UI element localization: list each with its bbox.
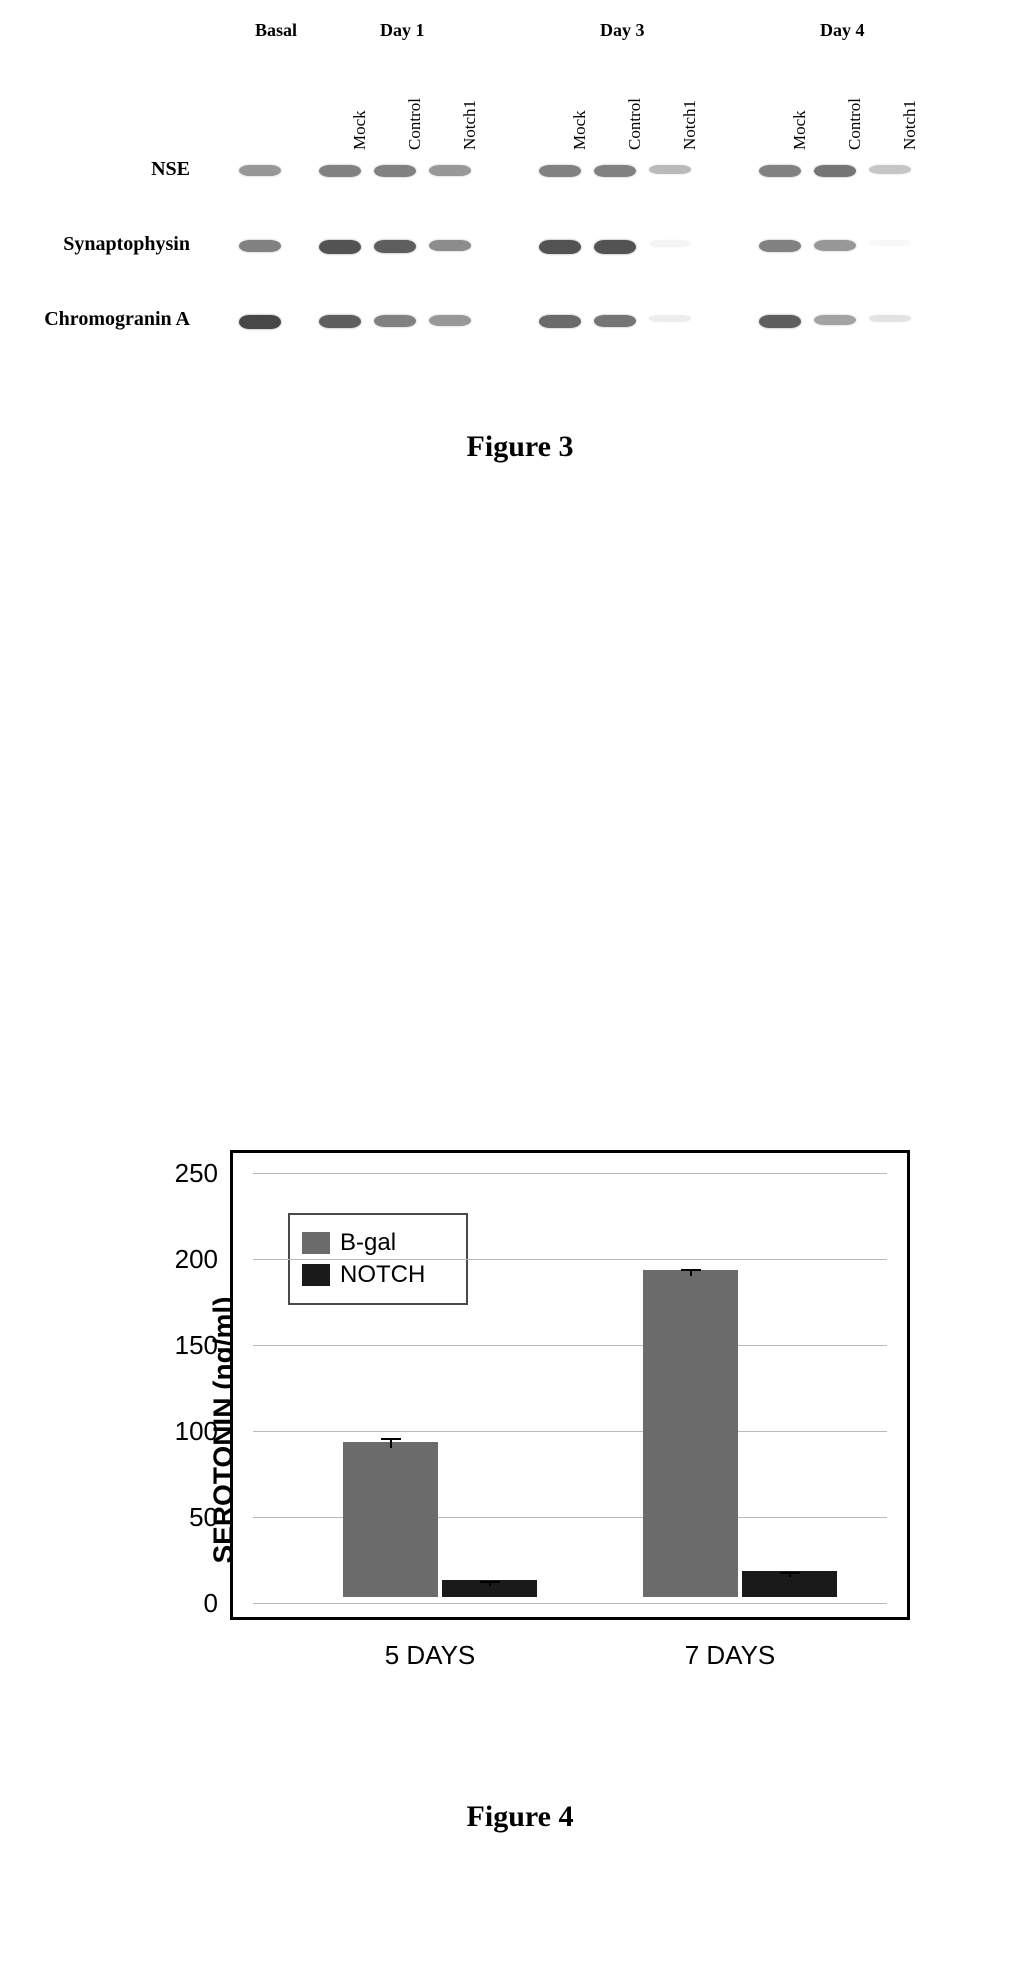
lane-label: Control [845, 98, 865, 150]
blot-band [594, 315, 636, 327]
grid-line [253, 1259, 887, 1260]
figure-3-caption: Figure 3 [60, 430, 980, 464]
error-cap [381, 1438, 401, 1440]
blot-band [374, 240, 416, 253]
y-tick-label: 50 [158, 1502, 218, 1533]
lane-label: Mock [790, 110, 810, 150]
legend-item-bgal: B-gal [302, 1229, 454, 1257]
day-header: Day 3 [600, 20, 645, 41]
legend-swatch-notch [302, 1264, 330, 1286]
lane-label: Notch1 [900, 100, 920, 150]
x-category-label: 7 DAYS [630, 1640, 830, 1671]
error-cap [780, 1572, 800, 1574]
error-cap [480, 1581, 500, 1583]
blot-band [319, 315, 361, 328]
blot-band [649, 240, 691, 247]
blot-band [429, 165, 471, 176]
blot-band [319, 240, 361, 254]
blot-band [649, 315, 691, 322]
western-blot-panel: Basal Day 1 Day 3 Day 4 Mock Control Notch1 Moc… [60, 20, 980, 400]
plot-area: B-gal NOTCH 050100150200250 [230, 1150, 910, 1620]
blot-band [869, 315, 911, 322]
figure-4: SEROTONIN (ng/ml) B-gal NOTCH 0501001502… [110, 1150, 930, 1834]
blot-band [319, 165, 361, 177]
blot-band [649, 165, 691, 174]
day-header: Day 4 [820, 20, 865, 41]
blot-band [429, 240, 471, 251]
lane-label: Mock [570, 110, 590, 150]
blot-band [539, 165, 581, 177]
grid-line [253, 1345, 887, 1346]
x-category-label: 5 DAYS [330, 1640, 530, 1671]
lane-label: Mock [350, 110, 370, 150]
chart-bar [343, 1442, 438, 1597]
blot-band [239, 165, 281, 176]
lane-label: Notch1 [680, 100, 700, 150]
blot-band [594, 165, 636, 177]
blot-band [814, 315, 856, 325]
grid-line [253, 1603, 887, 1604]
blot-band [539, 240, 581, 254]
y-tick-label: 0 [158, 1588, 218, 1619]
lane-label: Control [625, 98, 645, 150]
blot-band [594, 240, 636, 254]
blot-band [239, 315, 281, 329]
y-tick-label: 100 [158, 1416, 218, 1447]
y-tick-label: 250 [158, 1158, 218, 1189]
blot-band [869, 165, 911, 174]
day-header: Day 1 [380, 20, 425, 41]
blot-band [814, 240, 856, 251]
blot-band [759, 240, 801, 252]
protein-row-label: NSE [20, 158, 190, 181]
protein-row-label: Chromogranin A [20, 308, 190, 331]
lane-label: Notch1 [460, 100, 480, 150]
blot-band [374, 165, 416, 177]
blot-band [759, 315, 801, 328]
legend-swatch-bgal [302, 1232, 330, 1254]
y-tick-label: 200 [158, 1244, 218, 1275]
protein-row-label: Synaptophysin [20, 233, 190, 256]
error-cap [681, 1269, 701, 1271]
chart-bar [643, 1270, 738, 1597]
legend-label-notch: NOTCH [340, 1261, 425, 1289]
legend-label-bgal: B-gal [340, 1229, 396, 1257]
blot-band [239, 240, 281, 252]
blot-band [429, 315, 471, 326]
day-header: Basal [255, 20, 297, 41]
blot-band [759, 165, 801, 177]
blot-band [539, 315, 581, 328]
figure-4-caption: Figure 4 [110, 1800, 930, 1834]
figure-3: Basal Day 1 Day 3 Day 4 Mock Control Notch1 Moc… [60, 20, 980, 464]
blot-band [374, 315, 416, 327]
legend-item-notch: NOTCH [302, 1261, 454, 1289]
blot-band [869, 240, 911, 246]
grid-line [253, 1431, 887, 1432]
grid-line [253, 1173, 887, 1174]
y-tick-label: 150 [158, 1330, 218, 1361]
lane-label: Control [405, 98, 425, 150]
serotonin-bar-chart: SEROTONIN (ng/ml) B-gal NOTCH 0501001502… [110, 1150, 930, 1710]
blot-band [814, 165, 856, 177]
